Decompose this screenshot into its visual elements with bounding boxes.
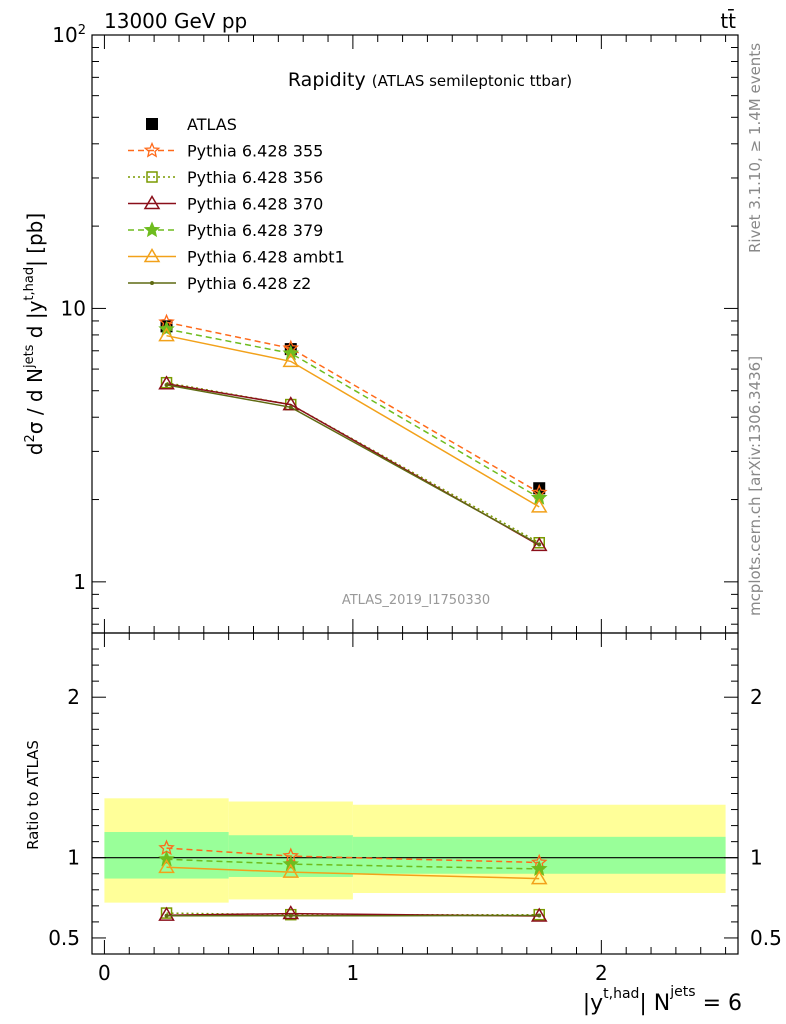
marker-square bbox=[146, 118, 158, 130]
marker-dot bbox=[164, 382, 169, 387]
marker-triangle-open bbox=[158, 858, 175, 874]
marker-triangle-open bbox=[530, 870, 548, 885]
ratio-y-tick-label: 0.5 bbox=[48, 926, 80, 950]
series-line bbox=[166, 383, 540, 546]
marker-triangle-open bbox=[143, 195, 161, 210]
legend-label: Pythia 6.428 370 bbox=[187, 195, 323, 214]
marker-dot bbox=[288, 405, 293, 410]
header-right: tt̄ bbox=[720, 8, 736, 33]
marker-triangle-open bbox=[530, 536, 548, 552]
header-left: 13000 GeV pp bbox=[104, 9, 247, 33]
legend-label: ATLAS bbox=[187, 115, 237, 134]
marker-dot bbox=[288, 913, 293, 918]
ratio-frame bbox=[91, 632, 739, 955]
series-line bbox=[166, 866, 540, 880]
chart-title: Rapidity (ATLAS semileptonic ttbar) bbox=[288, 69, 572, 91]
x-axis-label: |yt,had| Njets = 6 bbox=[583, 984, 742, 1016]
ratio-y-ticks: 0.5 0.5 1 1 2 2 bbox=[48, 632, 782, 955]
main-y-axis-label: d2σ / d Njets d |yt,had| [pb] bbox=[22, 213, 47, 455]
main-y-ticks: 1 10 102 bbox=[52, 23, 738, 625]
series-line bbox=[166, 912, 540, 916]
marker-triangle-open bbox=[282, 863, 300, 878]
analysis-label: ATLAS_2019_I1750330 bbox=[342, 593, 490, 608]
ratio-y-tick-label-right: 2 bbox=[750, 685, 763, 709]
mcplots-label: mcplots.cern.ch [arXiv:1306.3436] bbox=[746, 356, 764, 616]
x-tick-label: 1 bbox=[347, 961, 360, 985]
legend-label: Pythia 6.428 z2 bbox=[187, 274, 311, 293]
marker-dot bbox=[150, 281, 154, 285]
marker-triangle-open bbox=[158, 375, 175, 390]
main-panel: 1 10 102 Rapidity (ATLAS semileptonic ttba… bbox=[22, 23, 739, 634]
main-x-ticks bbox=[103, 35, 727, 633]
marker-star bbox=[282, 344, 299, 361]
legend: ATLAS Pythia 6.428 355 Pythia 6.428 356 Pyt… bbox=[128, 115, 345, 293]
legend-label: Pythia 6.428 355 bbox=[187, 142, 323, 161]
main-plot-content bbox=[158, 313, 548, 552]
ratio-y-tick-label: 1 bbox=[67, 846, 80, 870]
series-line bbox=[166, 384, 540, 546]
series-line bbox=[166, 334, 540, 508]
marker-dot bbox=[164, 913, 169, 918]
marker-triangle-open bbox=[158, 327, 175, 342]
marker-triangle-open bbox=[282, 352, 300, 368]
marker-dot bbox=[537, 542, 542, 547]
x-tick-label: 0 bbox=[98, 961, 111, 985]
legend-label: Pythia 6.428 379 bbox=[187, 221, 323, 240]
marker-star bbox=[143, 221, 161, 238]
marker-triangle-open bbox=[530, 498, 548, 513]
ratio-x-ticks: 0 1 2 bbox=[98, 633, 727, 985]
ratio-y-tick-label-right: 1 bbox=[750, 846, 763, 870]
ratio-y-tick-label-right: 0.5 bbox=[750, 926, 782, 950]
marker-triangle-open bbox=[143, 248, 161, 263]
marker-triangle-open bbox=[158, 906, 175, 921]
y-tick-label: 102 bbox=[52, 23, 86, 47]
x-tick-label: 2 bbox=[595, 961, 608, 985]
y-tick-label: 1 bbox=[73, 570, 86, 594]
ratio-plot-content bbox=[92, 798, 738, 922]
legend-label: Pythia 6.428 ambt1 bbox=[187, 248, 345, 267]
ratio-y-tick-label: 2 bbox=[67, 685, 80, 709]
ratio-y-axis-label: Ratio to ATLAS bbox=[24, 740, 42, 850]
marker-star bbox=[282, 855, 299, 872]
marker-triangle-open bbox=[282, 905, 300, 920]
y-tick-label: 10 bbox=[61, 296, 86, 320]
marker-star bbox=[143, 141, 161, 158]
marker-star bbox=[158, 850, 175, 867]
ratio-panel: 0.5 0.5 1 1 2 2 0 1 2 Ratio to ATLAS |yt,had| N… bbox=[24, 632, 782, 1016]
marker-square-open bbox=[146, 171, 158, 183]
marker-dot bbox=[537, 913, 542, 918]
legend-label: Pythia 6.428 356 bbox=[187, 168, 323, 187]
series-line bbox=[166, 381, 540, 544]
marker-triangle-open bbox=[282, 396, 300, 411]
series-line bbox=[166, 328, 540, 499]
series-line bbox=[166, 321, 540, 494]
rivet-label: Rivet 3.1.10, ≥ 1.4M events bbox=[746, 43, 764, 253]
